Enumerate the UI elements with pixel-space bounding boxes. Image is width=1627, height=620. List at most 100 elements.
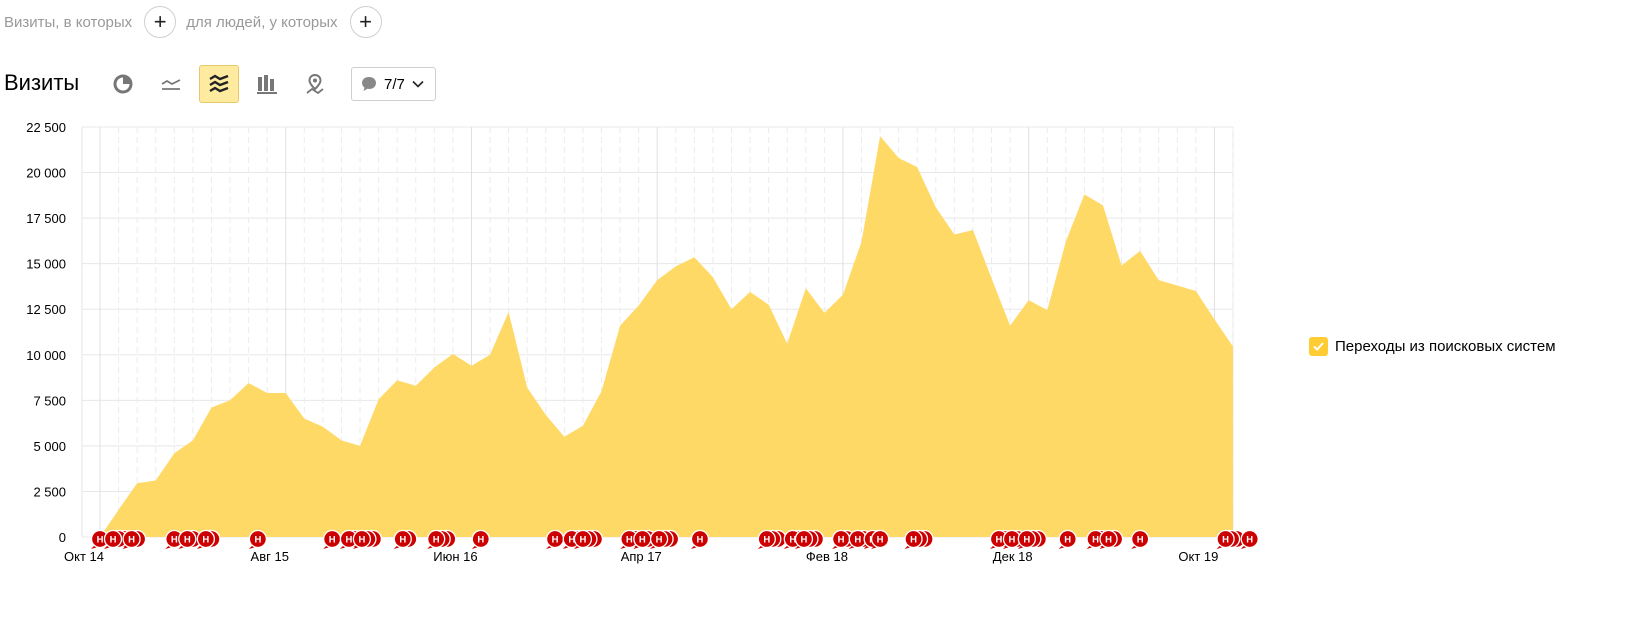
x-tick-label: Дек 18: [993, 549, 1033, 564]
line-chart-button[interactable]: [151, 65, 191, 103]
annotation-markers[interactable]: ННННННННННННННННННННННННННННННННННННН: [90, 529, 1259, 550]
map-button[interactable]: [295, 65, 335, 103]
annotation-marker[interactable]: Н: [690, 529, 710, 550]
annotation-marker[interactable]: Н: [196, 529, 221, 550]
annotation-marker[interactable]: Н: [248, 529, 268, 550]
legend-checkbox[interactable]: [1309, 337, 1328, 356]
speech-bubble-icon: [362, 77, 376, 91]
annotation-letter: Н: [1246, 535, 1253, 546]
annotation-letter: Н: [358, 535, 365, 546]
annotation-marker[interactable]: Н: [165, 529, 184, 550]
annotation-marker[interactable]: Н: [122, 529, 147, 550]
annotation-bubble: [248, 529, 268, 549]
annotation-marker[interactable]: Н: [870, 529, 890, 550]
annotation-bubble: [103, 529, 123, 549]
annotation-letter: Н: [854, 535, 861, 546]
chevron-down-icon: [412, 80, 424, 88]
pie-chart-icon: [113, 74, 133, 94]
legend-item[interactable]: Переходы из поисковых систем: [1309, 337, 1556, 356]
annotation-letter: Н: [789, 535, 796, 546]
annotation-letter: Н: [996, 535, 1003, 546]
visits-area-chart: 0 2 500 5 000 7 500 10 000 12 500 15 000 17 500…: [26, 120, 1259, 564]
x-axis: Окт 14 Авг 15 Июн 16 Апр 17 Фев 18 Дек 18 Окт …: [64, 549, 1218, 564]
annotation-bubble: [1099, 529, 1118, 549]
annotation-letter: Н: [579, 535, 586, 546]
line-chart-icon: [161, 79, 181, 90]
annotation-letter: Н: [110, 535, 117, 546]
annotation-marker[interactable]: Н: [649, 529, 680, 550]
annotation-marker[interactable]: Н: [178, 529, 202, 550]
bar-chart-icon: [257, 75, 277, 94]
annotation-letter: Н: [1023, 535, 1030, 546]
annotation-marker[interactable]: Н: [1130, 529, 1150, 550]
annotation-marker[interactable]: Н: [1017, 529, 1047, 550]
annotation-letter: Н: [128, 535, 135, 546]
chart-title: Визиты: [4, 70, 80, 95]
annotation-letter: Н: [696, 535, 703, 546]
series-area[interactable]: [100, 136, 1233, 537]
y-tick-label: 2 500: [33, 484, 66, 499]
annotation-letter: Н: [763, 535, 770, 546]
annotation-letter: Н: [1092, 535, 1099, 546]
x-tick-label: Окт 14: [64, 549, 104, 564]
annotation-letter: Н: [1009, 535, 1016, 546]
annotation-bubble: [393, 529, 412, 549]
legend-label: Переходы из поисковых систем: [1335, 338, 1556, 355]
annotation-bubble: [904, 529, 923, 549]
annotation-bubble: [352, 529, 372, 549]
area-series-search[interactable]: [100, 136, 1233, 537]
annotation-marker[interactable]: Н: [427, 529, 457, 550]
annotation-letter: Н: [433, 535, 440, 546]
x-tick-label: Окт 19: [1178, 549, 1218, 564]
annotation-marker[interactable]: Н: [573, 529, 604, 550]
y-axis: 0 2 500 5 000 7 500 10 000 12 500 15 000 17 500…: [26, 120, 66, 545]
annotation-letter: Н: [1222, 535, 1229, 546]
annotation-marker[interactable]: Н: [471, 529, 490, 550]
y-tick-label: 22 500: [26, 120, 66, 135]
annotation-marker[interactable]: Н: [1240, 529, 1259, 550]
annotation-bubble: [427, 529, 446, 549]
annotation-bubble: [1216, 529, 1235, 549]
annotation-letter: Н: [171, 535, 178, 546]
annotation-bubble: [1130, 529, 1150, 549]
annotation-letter: Н: [399, 535, 406, 546]
x-tick-label: Фев 18: [806, 549, 848, 564]
annotation-marker[interactable]: Н: [848, 529, 873, 550]
annotation-marker[interactable]: Н: [393, 529, 418, 550]
people-filter-label: для людей, у которых: [186, 13, 338, 31]
annotation-letter: Н: [254, 535, 261, 546]
y-tick-label: 10 000: [26, 348, 66, 363]
annotation-letter: Н: [184, 535, 191, 546]
y-tick-label: 15 000: [26, 257, 66, 272]
annotation-letter: Н: [838, 535, 845, 546]
annotation-marker[interactable]: Н: [545, 529, 565, 550]
area-chart-button[interactable]: [199, 65, 239, 103]
annotation-letter: Н: [345, 535, 352, 546]
plus-icon: +: [153, 9, 167, 34]
annotation-letter: Н: [877, 535, 884, 546]
annotation-letter: Н: [910, 535, 917, 546]
bar-chart-button[interactable]: [247, 65, 287, 103]
annotation-marker[interactable]: Н: [103, 529, 134, 550]
annotation-letter: Н: [1105, 535, 1112, 546]
annotation-marker[interactable]: Н: [904, 529, 934, 550]
annotation-marker[interactable]: Н: [352, 529, 383, 550]
pie-chart-button[interactable]: [103, 65, 143, 103]
annotation-bubble: [870, 529, 890, 549]
map-icon: [306, 73, 324, 95]
annotation-letter: Н: [1064, 535, 1071, 546]
checkmark-icon: [1313, 342, 1324, 351]
annotation-marker[interactable]: Н: [757, 529, 787, 550]
add-people-condition-button[interactable]: +: [349, 6, 382, 38]
annotation-marker[interactable]: Н: [323, 529, 342, 550]
annotation-marker[interactable]: Н: [1099, 529, 1124, 550]
annotation-bubble: [1017, 529, 1036, 549]
annotation-letter: Н: [97, 535, 104, 546]
annotation-marker[interactable]: Н: [1058, 529, 1077, 550]
annotation-marker[interactable]: Н: [794, 529, 825, 550]
annotations-dropdown[interactable]: 7/7: [351, 67, 436, 101]
add-visits-condition-button[interactable]: +: [144, 6, 177, 38]
annotation-bubble: [1058, 529, 1077, 549]
annotation-bubble: [690, 529, 710, 549]
annotation-letter: Н: [568, 535, 575, 546]
